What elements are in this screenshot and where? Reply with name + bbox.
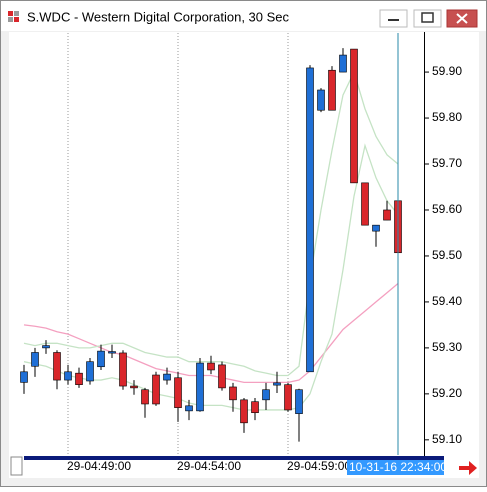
candle-body xyxy=(141,389,149,405)
candle-body xyxy=(306,67,314,373)
candle-body xyxy=(42,345,50,349)
candle-body xyxy=(196,362,204,412)
candle-body xyxy=(130,385,138,389)
candle-body xyxy=(97,350,105,368)
y-tick-label: 59.80 xyxy=(432,110,462,124)
candle-body xyxy=(361,182,369,226)
candle-body xyxy=(174,377,182,408)
candle-body xyxy=(53,352,61,381)
scroll-bar[interactable] xyxy=(24,456,444,460)
candle-body xyxy=(20,371,28,383)
candle-body xyxy=(317,89,325,111)
y-tick-label: 59.10 xyxy=(432,432,462,446)
candle-body xyxy=(251,401,259,414)
candle-body xyxy=(284,384,292,411)
x-tick-label: 29-04:59:00 xyxy=(287,459,351,473)
indicator-line xyxy=(23,283,399,384)
candle-body xyxy=(31,352,39,367)
candle-body xyxy=(119,352,127,387)
y-tick-label: 59.30 xyxy=(432,340,462,354)
app-icon xyxy=(8,11,19,22)
y-tick-label: 59.50 xyxy=(432,248,462,262)
scroll-arrow[interactable] xyxy=(459,461,477,475)
candle-body xyxy=(262,389,270,401)
candle-body xyxy=(75,372,83,385)
candle-body xyxy=(152,374,160,405)
candle-body xyxy=(207,362,215,371)
candle-body xyxy=(240,399,248,424)
crosshair-label-box xyxy=(347,460,444,475)
candle-body xyxy=(108,351,116,354)
y-tick-label: 59.90 xyxy=(432,64,462,78)
y-tick-label: 59.60 xyxy=(432,202,462,216)
candle-body xyxy=(229,386,237,401)
scroll-box[interactable] xyxy=(10,456,23,476)
candle-body xyxy=(86,361,94,382)
y-tick-label: 59.40 xyxy=(432,294,462,308)
candle-body xyxy=(372,224,380,232)
candle-body xyxy=(273,382,281,386)
candle-body xyxy=(163,373,171,381)
y-tick-label: 59.20 xyxy=(432,386,462,400)
candle-body xyxy=(339,54,347,73)
candle-body xyxy=(328,69,336,111)
x-tick-label: 29-04:54:00 xyxy=(177,459,241,473)
close-button[interactable] xyxy=(446,9,478,28)
y-tick-label: 59.70 xyxy=(432,156,462,170)
crosshair-label: 10-31-16 22:34:00 xyxy=(349,460,447,474)
maximize-button[interactable] xyxy=(413,9,442,28)
x-tick-label: 29-04:49:00 xyxy=(67,459,131,473)
candle-body xyxy=(383,209,391,221)
window-title: S.WDC - Western Digital Corporation, 30 … xyxy=(27,9,290,24)
candle-body xyxy=(350,48,358,184)
candle-body xyxy=(185,405,193,412)
candle-body xyxy=(64,371,72,381)
candle-body xyxy=(218,364,226,389)
minimize-button[interactable] xyxy=(379,9,408,28)
candle-body xyxy=(295,389,303,414)
